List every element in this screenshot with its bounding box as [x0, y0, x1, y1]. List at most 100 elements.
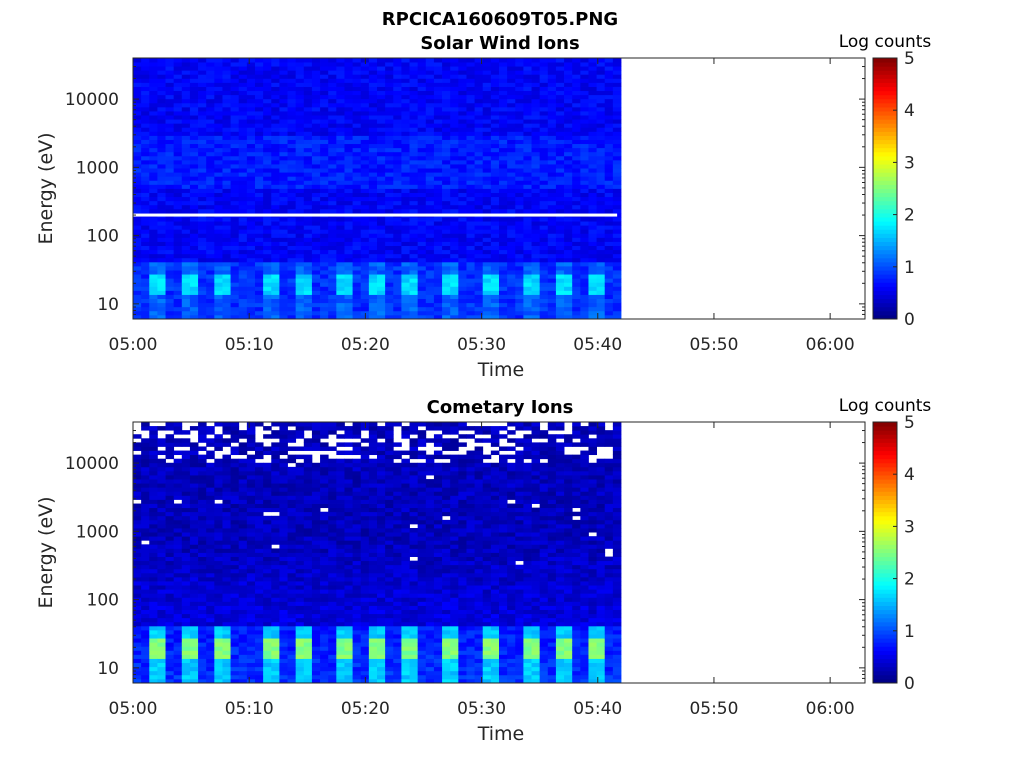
heatmap-cell: [133, 462, 142, 468]
heatmap-cell: [474, 78, 484, 83]
heatmap-cell: [279, 237, 288, 242]
heatmap-cell: [173, 294, 183, 300]
heatmap-cell: [173, 658, 183, 664]
heatmap-cell: [263, 286, 272, 291]
heatmap-cell: [206, 249, 215, 255]
heatmap-cell: [466, 66, 475, 71]
heatmap-cell: [198, 265, 207, 271]
heatmap-cell: [385, 237, 394, 242]
heatmap-cell: [173, 678, 183, 684]
heatmap-cell: [173, 90, 183, 96]
heatmap-cell: [181, 278, 191, 283]
heatmap-cell: [246, 678, 256, 684]
heatmap-cell: [165, 82, 175, 87]
heatmap-cell: [198, 523, 207, 529]
heatmap-cell: [450, 159, 459, 165]
colorbar-segment: [873, 229, 897, 234]
heatmap-cell: [442, 278, 451, 283]
heatmap-cell: [377, 90, 386, 96]
heatmap-cell: [368, 217, 378, 222]
heatmap-cell: [474, 208, 484, 214]
heatmap-cell: [377, 172, 386, 177]
heatmap-cell: [474, 86, 484, 92]
heatmap-cell: [230, 617, 240, 623]
heatmap-cell: [515, 192, 524, 198]
heatmap-cell: [352, 278, 362, 283]
heatmap-cell: [425, 310, 435, 316]
heatmap-cell: [523, 139, 532, 145]
heatmap-cell: [279, 257, 288, 263]
heatmap-cell: [198, 98, 207, 104]
heatmap-cell: [474, 176, 484, 181]
heatmap-cell: [263, 139, 272, 145]
heatmap-cell: [303, 249, 313, 255]
heatmap-cell: [352, 135, 362, 140]
heatmap-cell: [539, 180, 549, 185]
heatmap-cell: [328, 278, 337, 283]
heatmap-cell: [295, 314, 305, 320]
heatmap-cell: [222, 548, 231, 553]
heatmap-cell: [612, 314, 622, 320]
heatmap-cell: [360, 70, 370, 75]
heatmap-cell: [238, 196, 248, 202]
heatmap-cell: [157, 585, 166, 590]
heatmap-cell: [409, 249, 419, 255]
heatmap-cell: [157, 458, 166, 464]
colorbar-segment: [873, 282, 897, 287]
heatmap-cell: [401, 62, 410, 67]
heatmap-cell: [377, 229, 386, 234]
heatmap-cell: [311, 261, 321, 267]
heatmap-cell: [263, 78, 272, 83]
heatmap-cell: [596, 180, 606, 185]
heatmap-cell: [173, 470, 183, 476]
heatmap-cell: [157, 483, 166, 488]
heatmap-cell: [311, 86, 321, 92]
heatmap-cell: [336, 86, 345, 92]
heatmap-cell: [401, 253, 410, 259]
heatmap-cell: [295, 127, 305, 132]
heatmap-cell: [458, 119, 467, 124]
heatmap-cell: [320, 111, 329, 116]
heatmap-cell: [417, 135, 427, 140]
heatmap-cell: [230, 241, 240, 246]
heatmap-cell: [255, 192, 264, 198]
heatmap-cell: [141, 495, 150, 500]
heatmap-cell: [572, 70, 581, 75]
heatmap-cell: [450, 70, 459, 75]
heatmap-cell: [368, 257, 378, 263]
heatmap-cell: [173, 662, 183, 668]
heatmap-cell: [499, 290, 508, 295]
heatmap-cell: [157, 159, 166, 165]
heatmap-cell: [238, 597, 248, 602]
heatmap-cell: [214, 180, 223, 185]
heatmap-cell: [287, 278, 297, 283]
heatmap-cell: [230, 204, 240, 210]
heatmap-cell: [450, 200, 459, 206]
heatmap-cell: [368, 294, 378, 300]
heatmap-cell: [189, 487, 199, 492]
heatmap-cell: [222, 552, 231, 557]
heatmap-cell: [466, 233, 475, 238]
heatmap-cell: [433, 94, 443, 100]
heatmap-cell: [165, 593, 175, 598]
heatmap-cell: [466, 168, 475, 173]
heatmap-cell: [141, 548, 150, 553]
heatmap-cell: [564, 204, 573, 210]
heatmap-cell: [564, 70, 573, 75]
heatmap-cell: [401, 200, 410, 206]
heatmap-cell: [230, 511, 240, 517]
heatmap-cell: [328, 66, 337, 71]
heatmap-cell: [133, 127, 142, 132]
heatmap-cell: [328, 78, 337, 83]
heatmap-cell: [238, 466, 248, 472]
heatmap-cell: [442, 237, 451, 242]
heatmap-cell: [580, 237, 589, 242]
heatmap-cell: [165, 491, 175, 496]
heatmap-cell: [482, 233, 492, 238]
heatmap-cell: [246, 70, 256, 75]
heatmap-cell: [344, 257, 353, 263]
heatmap-cell: [238, 617, 248, 623]
heatmap-cell: [499, 200, 508, 206]
heatmap-cell: [328, 229, 337, 234]
heatmap-cell: [206, 245, 215, 251]
